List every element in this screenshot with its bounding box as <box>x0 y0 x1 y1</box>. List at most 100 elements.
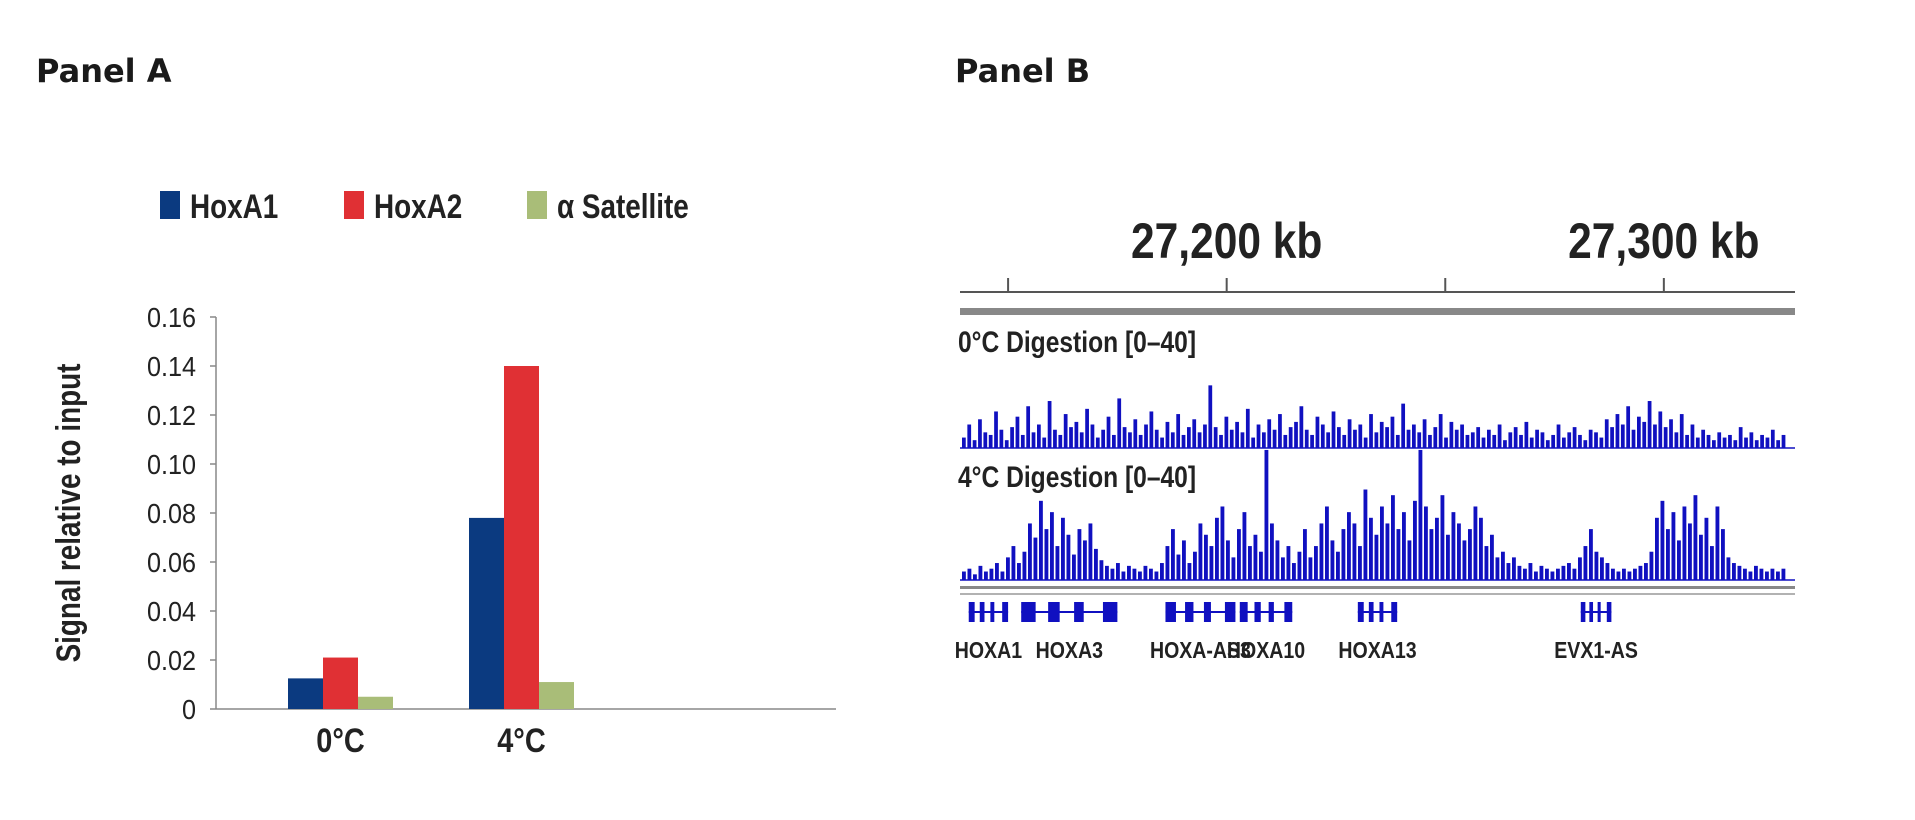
signal-bar-1-32 <box>1138 571 1142 580</box>
signal-bar-1-123 <box>1638 565 1643 580</box>
signal-bar-0-89 <box>1438 414 1443 448</box>
gene-exon-3-3 <box>1284 602 1293 622</box>
signal-bar-0-151 <box>1770 429 1775 448</box>
signal-bar-1-46 <box>1215 517 1219 580</box>
signal-bar-0-132 <box>1669 419 1673 448</box>
signal-bar-0-50 <box>1229 429 1234 448</box>
signal-bar-0-41 <box>1181 434 1186 448</box>
signal-bar-1-10 <box>1017 563 1021 580</box>
signal-bar-1-51 <box>1242 512 1247 580</box>
signal-bar-1-113 <box>1583 546 1588 580</box>
signal-bar-0-13 <box>1031 432 1036 448</box>
signal-bar-0-103 <box>1513 427 1518 448</box>
x-category-label-1: 4°C <box>497 721 546 760</box>
signal-bar-0-121 <box>1610 427 1614 448</box>
signal-bar-1-67 <box>1330 540 1335 580</box>
signal-bar-1-8 <box>1006 557 1010 580</box>
signal-bar-1-3 <box>978 565 983 580</box>
signal-bar-1-110 <box>1567 563 1571 580</box>
signal-bar-0-21 <box>1074 421 1079 448</box>
signal-bar-0-2 <box>972 440 977 448</box>
y-tick-label-2: 0.04 <box>147 596 196 628</box>
signal-bar-1-71 <box>1352 523 1357 580</box>
signal-bar-0-87 <box>1428 434 1432 448</box>
signal-bar-1-49 <box>1231 557 1236 580</box>
signal-bar-0-70 <box>1337 427 1341 448</box>
signal-bar-1-116 <box>1600 557 1604 580</box>
signal-bar-0-19 <box>1063 414 1068 448</box>
signal-bar-0-139 <box>1706 434 1711 448</box>
gene-exon-0-2 <box>990 602 995 622</box>
gene-label-5: EVX1-AS <box>1554 638 1638 664</box>
signal-bar-1-23 <box>1088 523 1093 580</box>
signal-bar-0-149 <box>1760 434 1764 448</box>
signal-bar-0-112 <box>1562 437 1566 448</box>
signal-bar-0-61 <box>1288 427 1293 448</box>
signal-bar-0-32 <box>1133 419 1138 448</box>
signal-bar-0-7 <box>999 429 1004 448</box>
signal-bar-0-98 <box>1487 429 1491 448</box>
signal-bar-0-120 <box>1604 419 1609 448</box>
signal-bar-1-102 <box>1523 568 1527 580</box>
signal-bar-1-62 <box>1303 529 1307 580</box>
signal-bar-0-76 <box>1369 414 1373 448</box>
signal-bar-1-85 <box>1429 529 1434 580</box>
gene-exon-5-2 <box>1597 602 1601 622</box>
signal-bar-0-97 <box>1481 437 1486 448</box>
signal-bar-1-33 <box>1143 565 1148 580</box>
track-label-0: 0°C Digestion [0–40] <box>958 325 1196 359</box>
y-tick-label-0: 0 <box>182 694 196 726</box>
signal-bar-0-130 <box>1658 411 1663 448</box>
gene-exon-5-0 <box>1580 602 1586 622</box>
signal-bar-0-143 <box>1728 434 1732 448</box>
signal-bar-1-56 <box>1270 523 1274 580</box>
signal-bar-0-58 <box>1272 429 1277 448</box>
y-tick-label-4: 0.08 <box>147 498 196 530</box>
signal-bar-1-37 <box>1165 546 1170 580</box>
gene-hoxa13 <box>1357 602 1398 622</box>
signal-bar-0-85 <box>1417 432 1422 448</box>
signal-bar-0-131 <box>1663 427 1668 448</box>
bar-hoxa2-1 <box>504 366 539 709</box>
signal-bar-0-140 <box>1712 440 1716 448</box>
x-category-label-0: 0°C <box>316 721 365 760</box>
gene-exon-2-3 <box>1224 602 1236 622</box>
signal-bar-0-80 <box>1390 416 1395 448</box>
signal-bar-1-88 <box>1446 534 1450 580</box>
signal-bar-1-12 <box>1028 523 1032 580</box>
signal-bar-0-122 <box>1615 414 1620 448</box>
signal-bar-0-49 <box>1224 416 1229 448</box>
bar-hoxa1-1 <box>469 517 504 709</box>
signal-bar-0-29 <box>1117 398 1122 448</box>
gene-label-0: HOXA1 <box>955 638 1022 664</box>
signal-bar-1-27 <box>1110 568 1115 580</box>
signal-bar-1-82 <box>1413 500 1417 580</box>
signal-bar-0-66 <box>1315 416 1320 448</box>
signal-bar-0-36 <box>1154 429 1159 448</box>
signal-bar-0-72 <box>1347 419 1352 448</box>
signal-bar-0-64 <box>1304 429 1309 448</box>
legend-label-2: α Satellite <box>557 187 689 225</box>
signal-bar-0-77 <box>1374 432 1379 448</box>
signal-bar-1-2 <box>973 574 977 580</box>
signal-bar-0-138 <box>1701 429 1706 448</box>
signal-bar-1-61 <box>1297 551 1302 580</box>
signal-bar-1-7 <box>1000 571 1005 580</box>
signal-bar-0-126 <box>1637 416 1641 448</box>
signal-bar-1-126 <box>1655 517 1659 580</box>
signal-bar-1-101 <box>1517 565 1522 580</box>
signal-bar-1-6 <box>995 563 999 580</box>
signal-bar-0-25 <box>1095 437 1100 448</box>
signal-bar-1-129 <box>1671 512 1676 580</box>
signal-bar-0-134 <box>1679 414 1684 448</box>
signal-bar-0-137 <box>1695 437 1700 448</box>
bar-satellite-1 <box>539 682 574 709</box>
signal-bar-0-106 <box>1529 437 1534 448</box>
signal-bar-1-47 <box>1220 506 1225 580</box>
signal-bar-1-57 <box>1275 540 1280 580</box>
signal-bar-0-125 <box>1631 429 1636 448</box>
signal-bar-0-133 <box>1674 432 1679 448</box>
signal-bar-1-26 <box>1105 565 1109 580</box>
coordinate-label-1: 27,300 kb <box>1568 213 1759 269</box>
